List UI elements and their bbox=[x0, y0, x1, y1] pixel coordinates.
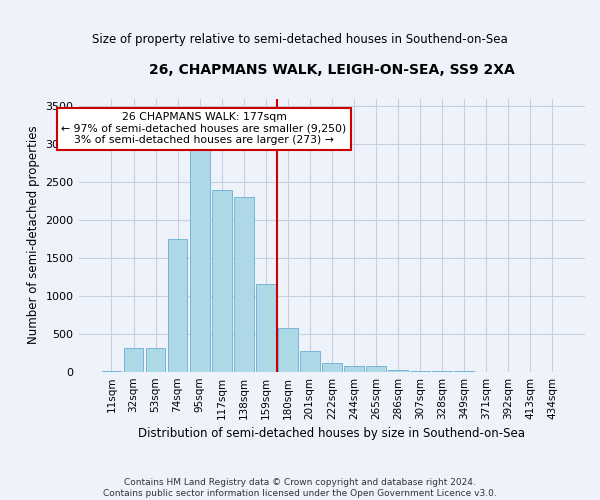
Bar bbox=[388, 370, 408, 372]
X-axis label: Distribution of semi-detached houses by size in Southend-on-Sea: Distribution of semi-detached houses by … bbox=[138, 427, 525, 440]
Bar bbox=[278, 328, 298, 372]
Bar bbox=[146, 348, 166, 372]
Text: Size of property relative to semi-detached houses in Southend-on-Sea: Size of property relative to semi-detach… bbox=[92, 32, 508, 46]
Bar bbox=[344, 366, 364, 372]
Bar bbox=[124, 348, 143, 372]
Bar bbox=[234, 197, 254, 372]
Bar bbox=[410, 371, 430, 372]
Bar bbox=[212, 190, 232, 372]
Bar bbox=[190, 144, 209, 372]
Bar bbox=[366, 366, 386, 372]
Text: 26 CHAPMANS WALK: 177sqm  
← 97% of semi-detached houses are smaller (9,250)
  3: 26 CHAPMANS WALK: 177sqm ← 97% of semi-d… bbox=[61, 112, 347, 146]
Title: 26, CHAPMANS WALK, LEIGH-ON-SEA, SS9 2XA: 26, CHAPMANS WALK, LEIGH-ON-SEA, SS9 2XA bbox=[149, 62, 515, 76]
Text: Contains HM Land Registry data © Crown copyright and database right 2024.
Contai: Contains HM Land Registry data © Crown c… bbox=[103, 478, 497, 498]
Bar bbox=[167, 239, 187, 372]
Bar bbox=[256, 284, 275, 372]
Bar bbox=[300, 351, 320, 372]
Y-axis label: Number of semi-detached properties: Number of semi-detached properties bbox=[27, 126, 40, 344]
Bar bbox=[322, 364, 341, 372]
